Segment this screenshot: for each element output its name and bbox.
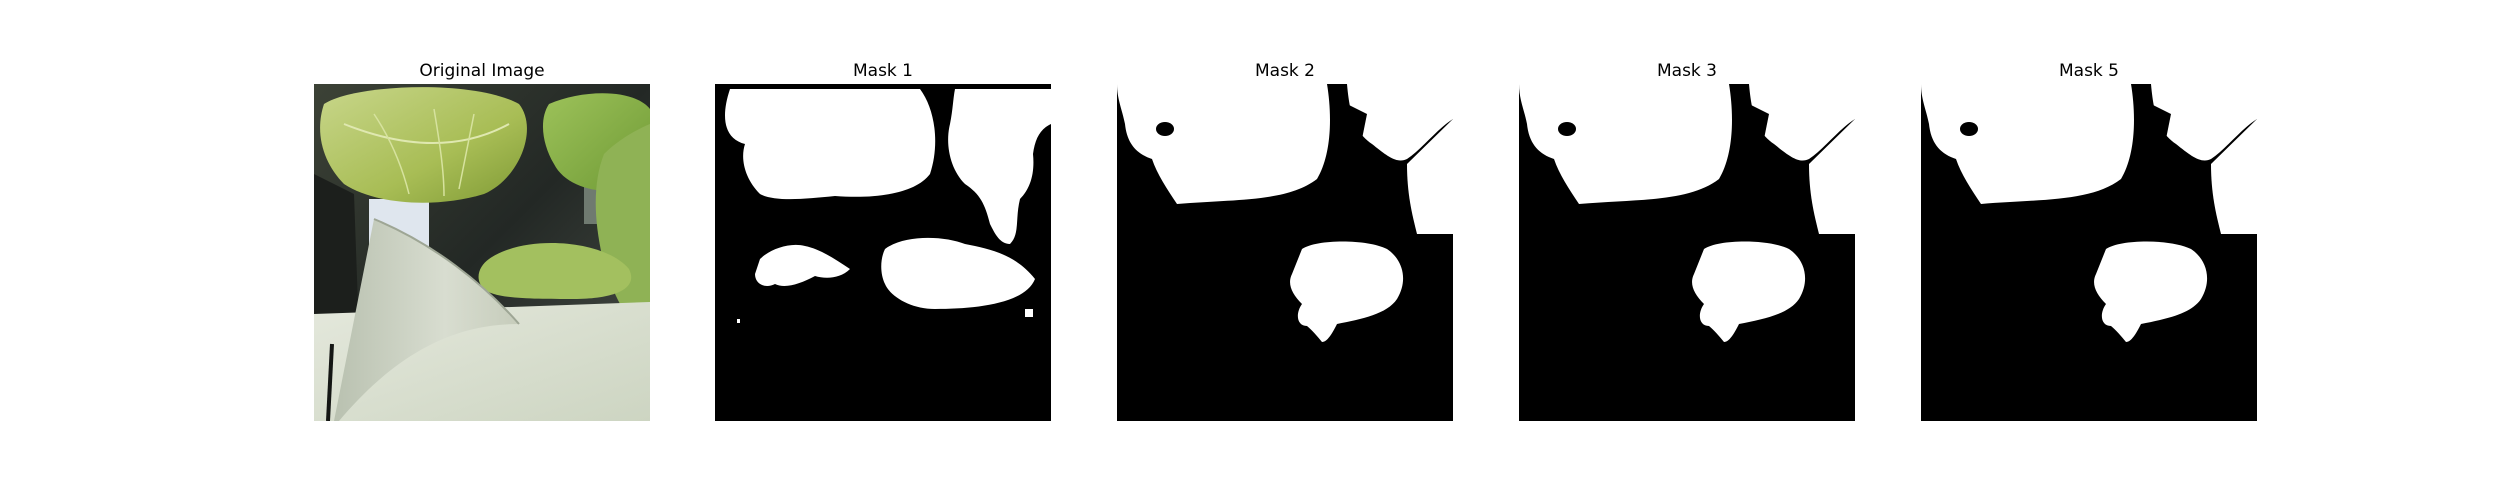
mask-3-image xyxy=(1519,84,1855,421)
panel-mask-2: Mask 2 xyxy=(1117,0,1453,500)
mask-2-image xyxy=(1117,84,1453,421)
panel-title: Mask 1 xyxy=(852,61,913,81)
panel-title: Mask 2 xyxy=(1254,61,1315,81)
panel-mask-3: Mask 3 xyxy=(1519,0,1855,500)
mask-5-image xyxy=(1921,84,2257,421)
panel-original: Original Image xyxy=(314,0,650,500)
panel-mask-1: Mask 1 xyxy=(715,0,1051,500)
panel-title: Mask 5 xyxy=(2058,61,2119,81)
panel-title: Original Image xyxy=(419,61,545,81)
mask-1-image xyxy=(715,84,1051,421)
panel-mask-5: Mask 5 xyxy=(1921,0,2257,500)
panel-title: Mask 3 xyxy=(1656,61,1717,81)
original-image xyxy=(314,84,650,421)
